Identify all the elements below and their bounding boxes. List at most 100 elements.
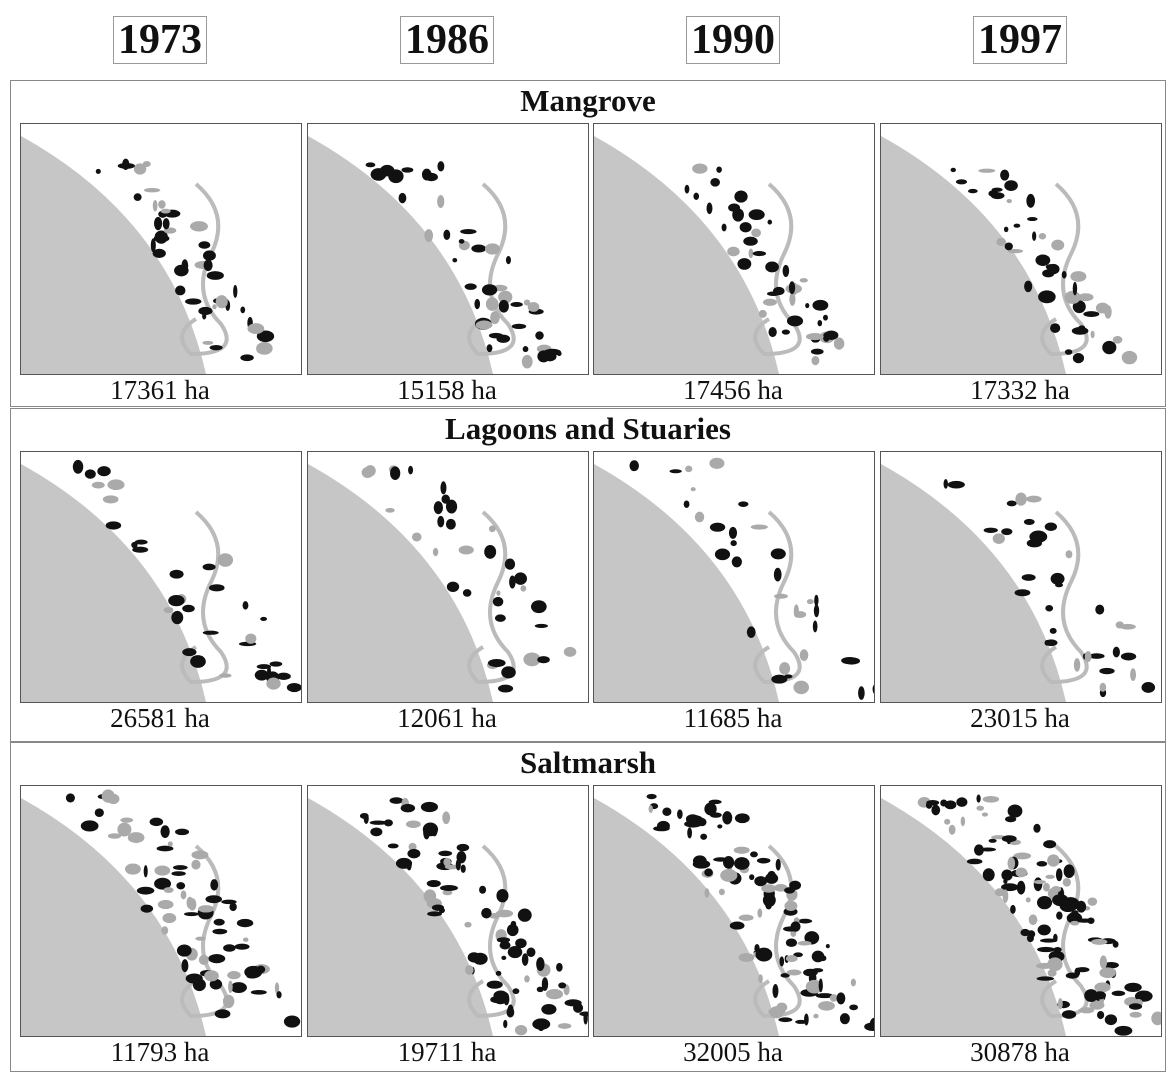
map-shape — [383, 819, 393, 827]
map-shape — [790, 921, 801, 932]
map-shape — [730, 540, 737, 547]
map-shape — [1063, 864, 1075, 879]
map-shape — [176, 944, 192, 957]
map-shape — [973, 844, 984, 856]
map-shape — [752, 251, 767, 257]
map-shape — [785, 938, 797, 947]
map-shape — [662, 807, 672, 816]
map-shape — [486, 980, 503, 989]
map-shape — [266, 677, 281, 690]
map-shape — [683, 500, 690, 508]
section-title: Mangrove — [520, 83, 656, 118]
map-shape — [488, 332, 503, 339]
area-label: 23015 ha — [970, 703, 1070, 733]
map-shape — [1099, 667, 1115, 675]
map-shape — [817, 319, 823, 327]
area-label: 32005 ha — [683, 1037, 783, 1067]
map-shape — [493, 993, 508, 1005]
map-shape — [723, 856, 735, 869]
map-shape — [486, 344, 493, 353]
map-shape — [944, 818, 951, 825]
map-shape — [1001, 869, 1013, 881]
map-shape — [80, 820, 99, 832]
map-shape — [536, 957, 545, 972]
map-shape — [240, 306, 246, 314]
map-shape — [1070, 271, 1087, 282]
map-shape — [443, 229, 451, 241]
map-shape — [531, 600, 547, 614]
map-shape — [260, 616, 268, 622]
map-shape — [204, 970, 219, 982]
map-panel — [593, 123, 875, 375]
map-panel — [593, 451, 875, 703]
map-shape — [594, 798, 779, 1036]
map-shape — [442, 811, 451, 825]
map-shape — [1104, 305, 1112, 319]
map-shape — [943, 479, 948, 489]
map-shape — [492, 596, 504, 607]
map-shape — [782, 264, 790, 277]
map-shape — [789, 292, 796, 306]
map-shape — [743, 236, 758, 246]
map-shape — [704, 868, 713, 877]
map-shape — [1036, 976, 1055, 981]
map-shape — [506, 1007, 515, 1018]
map-shape — [768, 327, 777, 338]
map-shape — [1037, 924, 1051, 936]
map-shape — [722, 811, 733, 825]
map-shape — [1047, 854, 1060, 867]
map-shape — [212, 304, 217, 310]
map-shape — [535, 331, 544, 340]
map-shape — [229, 902, 237, 912]
map-shape — [1025, 897, 1031, 903]
map-shape — [761, 884, 777, 893]
area-label: 17361 ha — [110, 375, 210, 405]
year-label: 1997 — [973, 16, 1067, 64]
map-shape — [467, 182, 516, 357]
map-shape — [1040, 844, 1089, 1019]
map-shape — [84, 469, 96, 479]
map-shape — [1151, 1011, 1161, 1026]
map-shape — [931, 804, 941, 816]
area-label: 30878 ha — [970, 1037, 1070, 1067]
map-shape — [1112, 336, 1123, 344]
map-shape — [213, 918, 225, 926]
map-shape — [1094, 982, 1111, 993]
map-shape — [783, 674, 793, 679]
map-shape — [154, 877, 172, 890]
map-shape — [230, 982, 247, 993]
map-shape — [765, 261, 779, 273]
map-shape — [467, 844, 516, 1019]
map-shape — [1065, 972, 1079, 979]
map-shape — [729, 921, 745, 930]
map-shape — [496, 590, 501, 596]
map-shape — [750, 851, 758, 858]
map-shape — [1057, 998, 1063, 1010]
map-shape — [503, 1019, 508, 1029]
map-shape — [390, 466, 401, 481]
map-shape — [308, 136, 493, 374]
map-shape — [718, 888, 725, 896]
map-shape — [233, 284, 238, 298]
map-shape — [749, 874, 755, 881]
map-shape — [541, 977, 549, 991]
map-shape — [751, 228, 762, 238]
map-shape — [95, 168, 101, 174]
map-shape — [1088, 653, 1105, 659]
map-shape — [150, 238, 156, 253]
map-shape — [1026, 193, 1036, 208]
map-shape — [594, 136, 779, 374]
map-shape — [485, 297, 499, 311]
map-shape — [499, 941, 511, 950]
map-shape — [1084, 651, 1092, 663]
map-shape — [208, 584, 225, 592]
map-shape — [495, 970, 502, 976]
map-shape — [185, 298, 202, 305]
map-shape — [709, 522, 726, 532]
map-shape — [247, 323, 265, 334]
map-shape — [156, 845, 174, 852]
map-shape — [804, 1013, 809, 1026]
map-shape — [167, 841, 173, 847]
map-shape — [140, 904, 154, 913]
